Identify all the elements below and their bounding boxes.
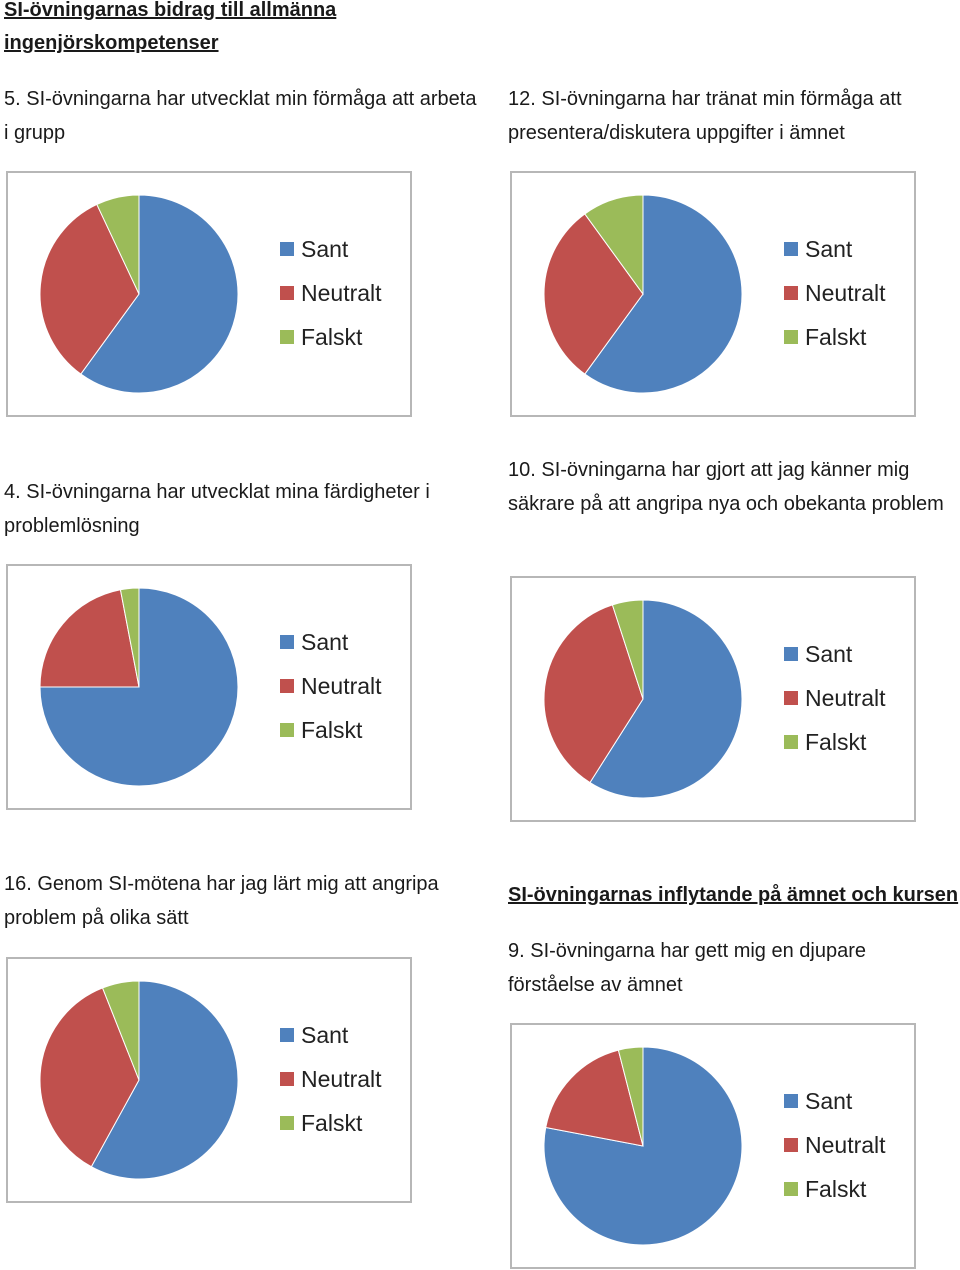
pie-slice-sant	[90, 980, 239, 1180]
pie-slice-falskt	[119, 587, 140, 688]
pie-slice-falskt	[96, 194, 140, 295]
pie-slice-sant	[80, 194, 239, 394]
pie-chart-q12: Sant Neutralt Falskt	[510, 171, 916, 417]
legend-label: Falskt	[805, 728, 867, 755]
legend-item-neutralt: Neutralt	[784, 271, 886, 315]
chart-title-q4: 4. SI-övningarna har utvecklat mina färd…	[4, 481, 430, 537]
pie-svg	[39, 194, 239, 394]
legend-swatch	[784, 330, 798, 344]
legend-swatch	[280, 1028, 294, 1042]
legend-swatch	[280, 635, 294, 649]
legend-label: Sant	[805, 640, 853, 667]
legend-item-falskt: Falskt	[280, 708, 382, 752]
legend-item-falskt: Falskt	[784, 315, 886, 359]
legend-label: Falskt	[301, 323, 363, 350]
pie-slice-neutralt	[543, 604, 644, 784]
legend-item-sant: Sant	[280, 620, 382, 664]
legend-item-neutralt: Neutralt	[280, 271, 382, 315]
legend-label: Sant	[301, 1021, 349, 1048]
chart-title-q9: 9. SI-övningarna har gett mig en djupare…	[508, 940, 866, 996]
pie-svg	[543, 1046, 743, 1246]
legend-item-sant: Sant	[280, 227, 382, 271]
chart-title-q16: 16. Genom SI-mötena har jag lärt mig att…	[4, 873, 439, 929]
pie-svg	[543, 599, 743, 799]
legend-item-sant: Sant	[784, 1079, 886, 1123]
legend-label: Falskt	[301, 716, 363, 743]
pie-slice-sant	[589, 599, 743, 799]
chart-legend: Sant Neutralt Falskt	[280, 227, 382, 359]
pie-slice-neutralt	[545, 1049, 644, 1147]
legend-item-sant: Sant	[280, 1013, 382, 1057]
chart-legend: Sant Neutralt Falskt	[784, 632, 886, 764]
pie-slice-neutralt	[39, 589, 140, 688]
pie-chart-q4: Sant Neutralt Falskt	[6, 564, 412, 810]
legend-swatch	[280, 723, 294, 737]
chart-legend: Sant Neutralt Falskt	[280, 1013, 382, 1145]
pie-slice-neutralt	[39, 203, 140, 375]
pie-slice-falskt	[617, 1046, 644, 1147]
chart-title-q12: 12. SI-övningarna har tränat min förmåga…	[508, 88, 902, 144]
legend-swatch	[784, 1138, 798, 1152]
pie-chart-q5: Sant Neutralt Falskt	[6, 171, 412, 417]
pie-svg	[39, 587, 239, 787]
pie-svg	[543, 194, 743, 394]
pie-slice-falskt	[584, 194, 644, 296]
legend-label: Falskt	[301, 1109, 363, 1136]
legend-label: Neutralt	[301, 1065, 382, 1092]
pie-chart-q16: Sant Neutralt Falskt	[6, 957, 412, 1203]
legend-item-neutralt: Neutralt	[784, 676, 886, 720]
pie-slice-sant	[584, 194, 743, 394]
legend-swatch	[784, 242, 798, 256]
legend-label: Neutralt	[805, 1131, 886, 1158]
legend-swatch	[280, 330, 294, 344]
pie-slice-neutralt	[39, 987, 140, 1168]
pie-slice-falskt	[611, 599, 644, 700]
section-heading-subject-influence: SI-övningarnas inflytande på ämnet och k…	[508, 884, 959, 906]
legend-swatch	[784, 691, 798, 705]
legend-item-falskt: Falskt	[784, 720, 886, 764]
legend-label: Sant	[301, 628, 349, 655]
legend-swatch	[280, 1072, 294, 1086]
legend-item-neutralt: Neutralt	[280, 1057, 382, 1101]
legend-swatch	[784, 1094, 798, 1108]
legend-swatch	[784, 735, 798, 749]
pie-svg	[39, 980, 239, 1180]
legend-item-falskt: Falskt	[784, 1167, 886, 1211]
legend-item-sant: Sant	[784, 227, 886, 271]
legend-swatch	[784, 1182, 798, 1196]
legend-item-sant: Sant	[784, 632, 886, 676]
legend-swatch	[784, 647, 798, 661]
legend-item-falskt: Falskt	[280, 315, 382, 359]
chart-legend: Sant Neutralt Falskt	[280, 620, 382, 752]
pie-slice-falskt	[101, 980, 140, 1081]
section-heading-general-competences: SI-övningarnas bidrag till allmänna inge…	[4, 0, 337, 54]
pie-chart-q9: Sant Neutralt Falskt	[510, 1023, 916, 1269]
pie-slice-neutralt	[543, 213, 644, 375]
legend-swatch	[280, 242, 294, 256]
legend-label: Falskt	[805, 323, 867, 350]
legend-label: Sant	[805, 235, 853, 262]
legend-item-neutralt: Neutralt	[784, 1123, 886, 1167]
chart-title-q10: 10. SI-övningarna har gjort att jag känn…	[508, 459, 944, 515]
chart-title-q5: 5. SI-övningarna har utvecklat min förmå…	[4, 88, 477, 144]
legend-item-neutralt: Neutralt	[280, 664, 382, 708]
chart-legend: Sant Neutralt Falskt	[784, 227, 886, 359]
legend-label: Neutralt	[301, 672, 382, 699]
chart-legend: Sant Neutralt Falskt	[784, 1079, 886, 1211]
pie-chart-q10: Sant Neutralt Falskt	[510, 576, 916, 822]
legend-label: Sant	[301, 235, 349, 262]
legend-label: Falskt	[805, 1175, 867, 1202]
legend-label: Sant	[805, 1087, 853, 1114]
legend-swatch	[280, 286, 294, 300]
legend-label: Neutralt	[805, 684, 886, 711]
legend-swatch	[280, 1116, 294, 1130]
legend-label: Neutralt	[805, 279, 886, 306]
legend-swatch	[784, 286, 798, 300]
legend-item-falskt: Falskt	[280, 1101, 382, 1145]
legend-swatch	[280, 679, 294, 693]
legend-label: Neutralt	[301, 279, 382, 306]
